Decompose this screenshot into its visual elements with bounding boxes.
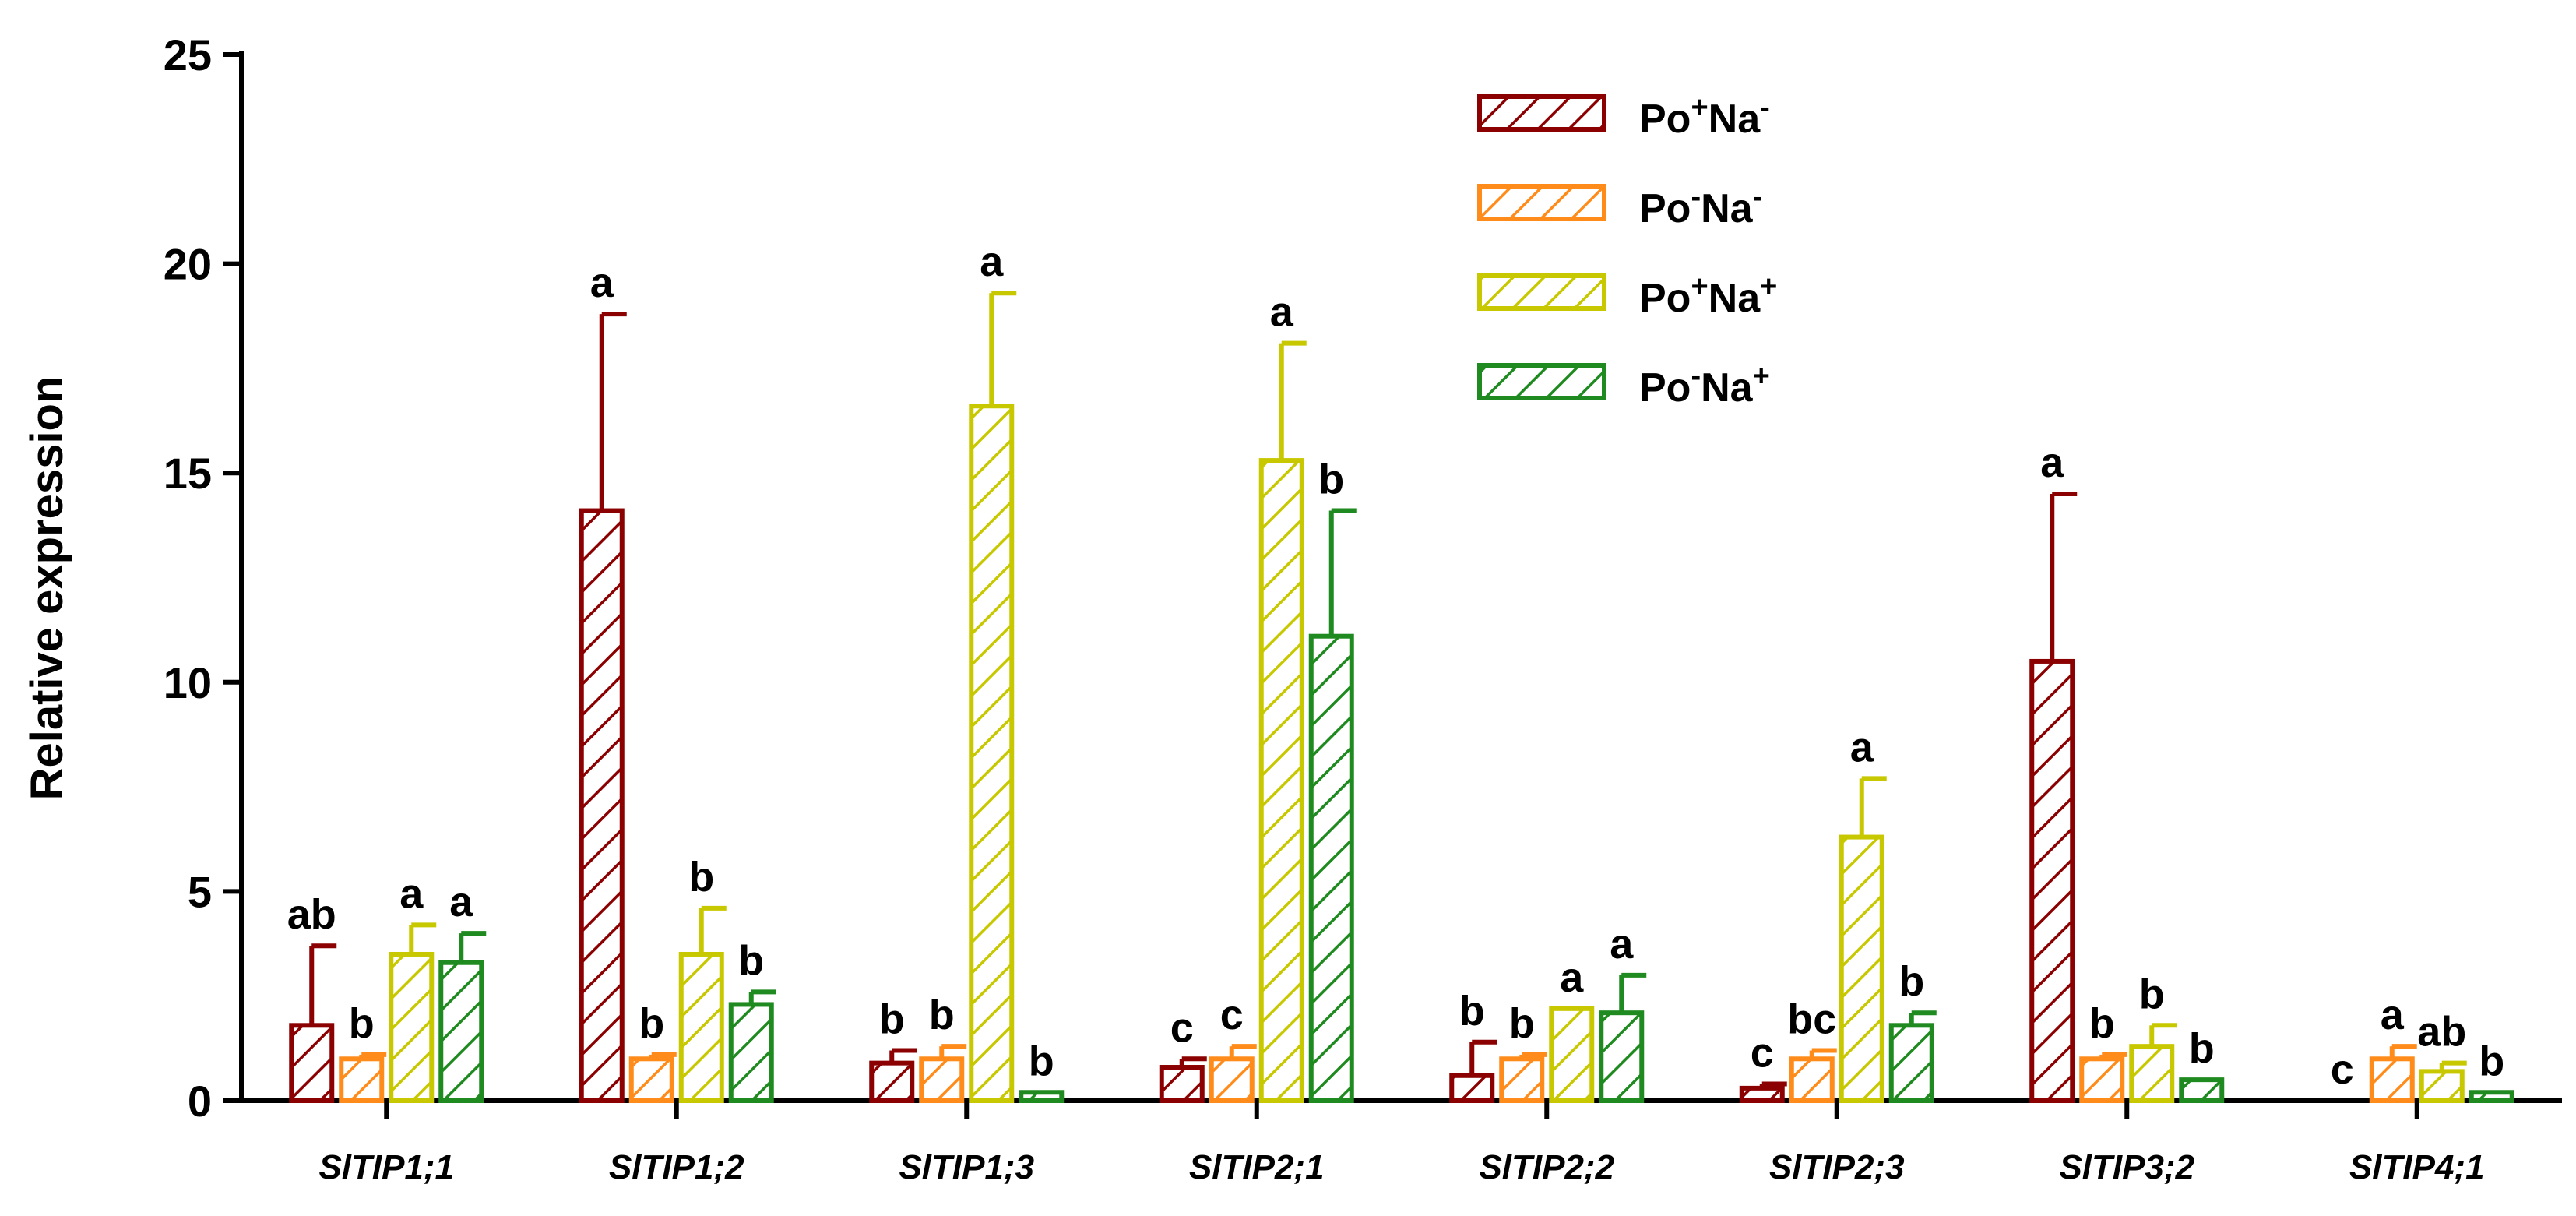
significance-letter: a xyxy=(2040,439,2064,486)
bar xyxy=(2179,1077,2225,1104)
legend-swatch xyxy=(1477,94,1606,132)
bar xyxy=(1789,1056,1835,1104)
y-tick-label: 5 xyxy=(188,867,212,916)
significance-letter: b xyxy=(639,1000,664,1047)
significance-letter: c xyxy=(1751,1030,1774,1077)
bar xyxy=(1019,1090,1065,1103)
significance-letter: b xyxy=(879,996,905,1043)
significance-letter: b xyxy=(1029,1038,1054,1084)
significance-letter: c xyxy=(1220,992,1244,1038)
significance-letter: a xyxy=(399,870,424,917)
x-tick-label: SlTIP4;1 xyxy=(2349,1148,2485,1186)
significance-letter: b xyxy=(1459,988,1485,1034)
significance-letter: b xyxy=(2089,1000,2115,1047)
y-tick-label: 25 xyxy=(164,30,212,79)
x-tick-label: SlTIP2;2 xyxy=(1479,1148,1614,1186)
significance-letter: a xyxy=(2381,992,2405,1038)
bar xyxy=(2419,1069,2465,1103)
significance-letter: b xyxy=(2479,1038,2504,1084)
bar xyxy=(1449,1073,1495,1103)
significance-letter: b xyxy=(2189,1025,2215,1072)
bar xyxy=(1739,1085,1785,1104)
legend-swatch xyxy=(1477,273,1606,311)
y-axis-title: Relative expression xyxy=(22,376,72,801)
bar xyxy=(969,404,1015,1103)
bar xyxy=(919,1056,965,1104)
significance-letter: b xyxy=(349,1000,375,1047)
x-tick-label: SlTIP1;1 xyxy=(318,1148,454,1186)
bar xyxy=(1599,1010,1645,1103)
significance-letter: a xyxy=(1270,289,1294,336)
significance-letter: b xyxy=(738,937,764,984)
bar xyxy=(389,951,435,1103)
legend-label: Po-Na+ xyxy=(1639,360,1770,411)
bar xyxy=(2029,658,2075,1103)
significance-letter: a xyxy=(1850,724,1874,770)
legend-label: Po+Na+ xyxy=(1639,270,1777,321)
bar xyxy=(678,951,724,1103)
x-tick-label: SlTIP1;3 xyxy=(899,1148,1034,1186)
bar xyxy=(1839,834,1884,1103)
significance-letter: a xyxy=(449,879,473,925)
y-tick-label: 0 xyxy=(188,1077,212,1126)
bar xyxy=(1308,633,1354,1103)
legend-swatch xyxy=(1477,184,1606,221)
significance-letter: ab xyxy=(2417,1009,2466,1056)
significance-letter: b xyxy=(1318,456,1344,503)
y-tick-label: 20 xyxy=(164,240,212,289)
y-tick-label: 15 xyxy=(164,449,212,498)
significance-letter: a xyxy=(590,259,614,306)
bar xyxy=(728,1002,774,1103)
significance-letter: b xyxy=(929,992,955,1038)
bar xyxy=(1549,1006,1595,1104)
significance-letter: c xyxy=(2331,1046,2354,1093)
x-tick-label: SlTIP2;3 xyxy=(1769,1148,1905,1186)
significance-letter: a xyxy=(1610,921,1634,968)
bar xyxy=(2079,1056,2125,1104)
legend-swatch xyxy=(1477,363,1606,400)
bar xyxy=(1888,1023,1934,1103)
bar xyxy=(1499,1056,1545,1104)
significance-letter: ab xyxy=(287,891,336,938)
significance-letter: c xyxy=(1170,1004,1194,1051)
bar xyxy=(2369,1056,2415,1104)
bar xyxy=(289,1023,335,1103)
legend-label: Po+Na- xyxy=(1639,91,1770,142)
significance-letter: b xyxy=(1899,958,1924,1005)
bar xyxy=(628,1056,674,1104)
significance-letter: b xyxy=(688,854,714,901)
bar xyxy=(579,508,625,1103)
x-tick-label: SlTIP1;2 xyxy=(609,1148,744,1186)
bar xyxy=(1258,458,1304,1103)
bar xyxy=(1209,1056,1255,1104)
bar xyxy=(2129,1044,2175,1103)
x-tick-label: SlTIP2;1 xyxy=(1189,1148,1325,1186)
bar xyxy=(438,960,484,1103)
x-tick-label: SlTIP3;2 xyxy=(2059,1148,2194,1186)
bar xyxy=(869,1060,915,1103)
legend-label: Po-Na- xyxy=(1639,181,1762,231)
bar xyxy=(1159,1065,1205,1104)
bar xyxy=(339,1056,385,1104)
significance-letter: b xyxy=(2139,971,2165,1017)
significance-letter: a xyxy=(980,238,1004,285)
significance-letter: a xyxy=(1560,954,1584,1001)
y-tick-label: 10 xyxy=(164,658,212,707)
bar xyxy=(2469,1090,2514,1103)
significance-letter: bc xyxy=(1787,996,1836,1043)
significance-letter: b xyxy=(1509,1000,1535,1047)
